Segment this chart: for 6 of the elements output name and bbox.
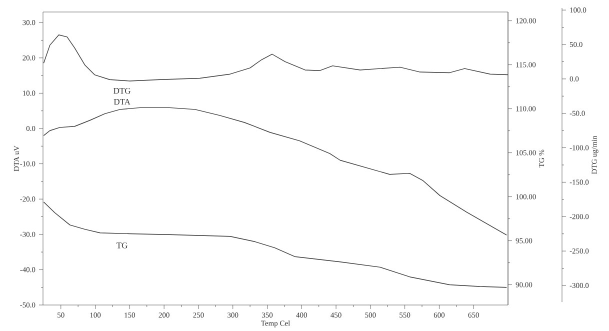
line-series	[43, 34, 508, 82]
series-label: TG	[116, 242, 128, 249]
series-label: DTA	[114, 99, 130, 105]
line-series	[43, 202, 507, 288]
series-label: DTG	[114, 88, 131, 94]
line-series	[43, 108, 507, 236]
